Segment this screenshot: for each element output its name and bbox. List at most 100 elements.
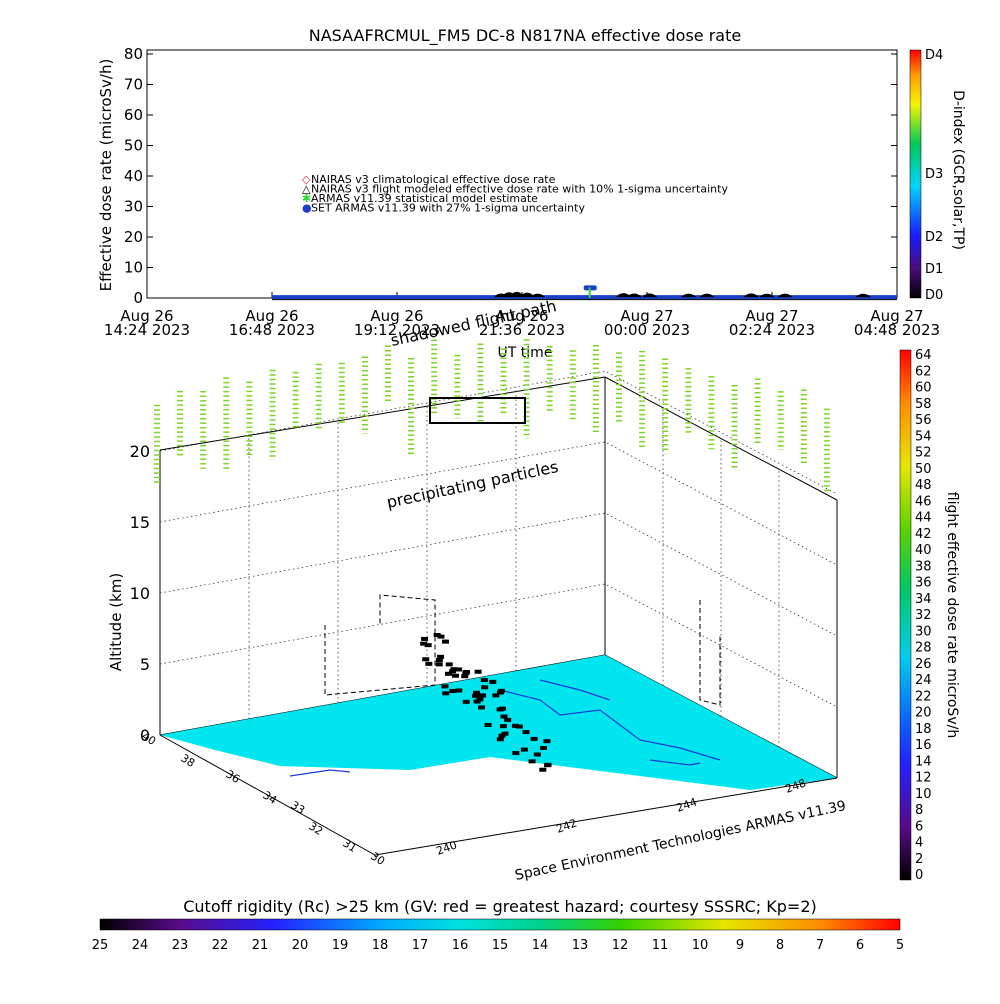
y-tick-label: 70 [124, 76, 143, 94]
flight-track-3d [324, 397, 721, 772]
dose-rate-tick: 48 [915, 478, 932, 493]
cutoff-rigidity-tick: 18 [372, 938, 389, 953]
track-point [501, 731, 509, 736]
dose-rate-tick: 30 [915, 624, 932, 639]
dose-rate-tick: 26 [915, 657, 932, 672]
track-point [462, 671, 470, 676]
track-point [473, 699, 481, 704]
dose-rate-tick: 54 [915, 429, 932, 444]
y-tick-label: 20 [124, 228, 143, 246]
dose-rate-tick: 24 [915, 673, 932, 688]
x-tick-date: Aug 27 [620, 307, 673, 325]
legend-label: ARMAS v11.39 statistical model estimate [311, 192, 538, 205]
x-tick-time: 19:12 2023 [354, 321, 440, 339]
x-tick-date: Aug 26 [245, 307, 298, 325]
legend-label: NAIRAS v3 climatological effective dose … [311, 173, 556, 186]
latitude-tick-label: 33 [288, 799, 307, 817]
legend-label: NAIRAS v3 flight modeled effective dose … [311, 183, 728, 196]
grid-altitude-line [159, 441, 838, 566]
track-point [476, 697, 484, 702]
track-point [499, 706, 507, 711]
track-point [499, 724, 507, 729]
longitude-tick-label: 244 [675, 795, 699, 814]
track-point [504, 717, 512, 722]
y-tick-label: 30 [124, 198, 143, 216]
nairas-point [699, 293, 715, 298]
cutoff-rigidity-tick: 20 [292, 938, 309, 953]
y-tick-label: 50 [124, 137, 143, 155]
cutoff-rigidity-tick: 13 [572, 938, 589, 953]
latitude-tick-label: 31 [340, 837, 359, 855]
track-point [544, 763, 552, 768]
dose-rate-colorbar [899, 349, 912, 881]
track-point [479, 693, 487, 698]
3d-front-frame [159, 734, 838, 856]
latitude-tick-label: 36 [223, 768, 242, 786]
track-point [421, 636, 429, 641]
top-legend: ◇ NAIRAS v3 climatological effective dose… [302, 173, 728, 215]
track-point [449, 669, 457, 674]
dose-rate-tick: 38 [915, 559, 932, 574]
track-point [515, 724, 523, 729]
track-point [435, 662, 443, 667]
latitude-tick-label: 38 [178, 752, 197, 770]
track-point [472, 693, 480, 698]
cutoff-rigidity-tick: 16 [452, 938, 469, 953]
x-tick-date: Aug 26 [370, 307, 423, 325]
dose-rate-tick: 4 [915, 836, 923, 851]
cutoff-rigidity-tick: 12 [612, 938, 629, 953]
cutoff-rigidity-tick: 11 [652, 938, 669, 953]
track-point [449, 689, 457, 694]
track-point [528, 759, 536, 764]
dose-rate-tick: 28 [915, 641, 932, 656]
x-tick-date: Aug 27 [745, 307, 798, 325]
track-point [492, 693, 500, 698]
longitude-tick-label: 242 [555, 816, 579, 835]
altitude-tick-label: 20 [130, 442, 150, 461]
y-tick-label: 80 [124, 45, 143, 63]
track-point [512, 751, 520, 756]
cutoff-rigidity-tick: 23 [172, 938, 189, 953]
track-point [489, 679, 497, 684]
dose-rate-tick: 0 [915, 868, 923, 883]
legend-symbol: ✱ [302, 192, 311, 205]
dose-rate-tick: 40 [915, 543, 932, 558]
d-index-tick: D2 [925, 230, 943, 245]
cutoff-rigidity-tick: 10 [692, 938, 709, 953]
3d-gridlines [159, 370, 838, 748]
dose-rate-tick: 18 [915, 722, 932, 737]
track-point [441, 639, 449, 644]
d-index-ticks: D0 D1 D2 D3 D4 [925, 48, 943, 303]
altitude-tick-label: 0 [140, 726, 150, 745]
top-y-axis: 0 10 20 30 40 50 60 70 80 [124, 45, 897, 307]
cutoff-rigidity-colorbar [99, 918, 901, 931]
track-point [444, 671, 452, 676]
3d-frame [159, 376, 838, 779]
dose-rate-tick: 64 [915, 348, 932, 363]
altitude-tick-label: 15 [130, 513, 150, 532]
track-point [420, 641, 428, 646]
d-index-tick: D0 [925, 288, 943, 303]
track-point [484, 722, 492, 727]
cutoff-rigidity-tick: 17 [412, 938, 429, 953]
track-ascent-path [324, 594, 436, 696]
track-point [445, 662, 453, 667]
altitude-axis-label: Altitude (km) [107, 573, 125, 671]
cutoff-rigidity-tick: 24 [132, 938, 149, 953]
dose-rate-tick: 36 [915, 576, 932, 591]
x-tick-date: Aug 26 [495, 307, 548, 325]
d-index-label: D-index (GCR,solar,TP) [950, 90, 966, 250]
nairas-point [855, 293, 871, 298]
latitude-axis: 30 31 32 33 34 36 38 40 [139, 730, 387, 868]
nairas-point [626, 293, 642, 298]
nairas-point [642, 293, 657, 298]
dose-rate-tick: 50 [915, 462, 932, 477]
track-point [481, 685, 489, 690]
dose-rate-tick: 6 [915, 819, 923, 834]
latitude-tick-label: 30 [368, 850, 387, 868]
cutoff-rigidity-tick: 21 [252, 938, 269, 953]
dose-rate-tick: 44 [915, 511, 932, 526]
track-point [500, 714, 508, 719]
y-tick-label: 40 [124, 167, 143, 185]
